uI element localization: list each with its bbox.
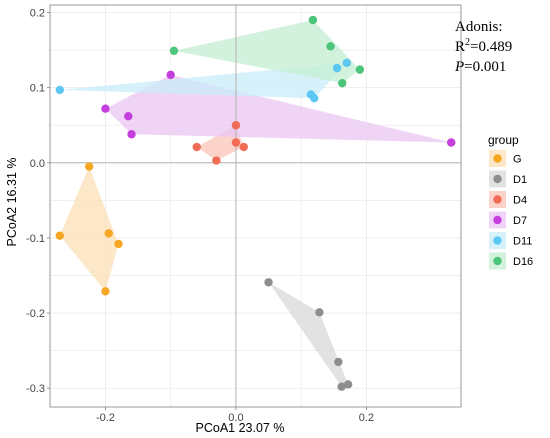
point-d4 [231,121,241,130]
point-g [55,231,64,240]
legend-entry-g: G [489,150,522,167]
point-g [104,229,113,238]
point-d4 [231,138,241,147]
legend-label-d16: D16 [513,256,533,268]
point-d4 [212,156,221,165]
y-tick-label: -0.1 [26,233,45,245]
point-d11 [310,93,319,103]
y-axis-title: PCoA2 16.31 % [5,158,19,247]
legend-entry-d7: D7 [489,211,527,229]
data-points [55,15,456,391]
point-d1 [337,382,346,391]
point-d16 [308,15,318,25]
x-tick-label: 0.0 [228,412,243,424]
legend-label-d7: D7 [513,215,527,227]
x-tick-label: 0.2 [359,412,374,424]
reference-lines [50,5,461,407]
point-d7 [447,138,456,147]
legend-marker-d11 [493,236,502,245]
axis-ticks: -0.2 0.0 0.2 -0.3 -0.2 -0.1 0.0 0.1 0.2 [26,8,374,424]
x-tick-label: -0.2 [96,412,115,424]
point-d1 [334,357,343,367]
legend-entry-d4: D4 [489,191,527,208]
point-d16 [326,42,335,51]
y-tick-label: 0.2 [30,8,45,20]
hull-g [59,166,119,292]
point-d11 [332,63,342,73]
legend-entry-d1: D1 [489,170,527,188]
y-tick-label: 0.0 [30,158,45,170]
y-tick-label: -0.3 [26,383,45,395]
legend-label-d11: D11 [513,236,532,248]
point-d16 [338,78,347,88]
hull-d11 [59,62,347,99]
legend-label-d4: D4 [513,195,527,207]
point-d7 [124,112,133,121]
x-axis-title: PCoA1 23.07 % [196,421,285,435]
adonis-annotation: Adonis: R2=0.489 P=0.001 [454,19,512,75]
point-d4 [192,142,201,152]
point-g [84,162,94,171]
plot-panel-border [49,4,462,408]
point-d7 [166,70,175,80]
legend-title: group [488,133,519,147]
hull-d1 [268,282,349,387]
legend-entry-d11: D11 [489,232,532,249]
point-d7 [127,130,136,139]
legend-entry-d16: D16 [489,252,533,270]
legend-label-g: G [513,154,522,166]
legend: group G D1 D4 D7 D11 D16 [488,133,533,270]
legend-marker-d16 [493,256,502,266]
point-d1 [315,308,324,317]
point-d11 [342,58,352,68]
hull-d16 [173,20,360,84]
y-tick-label: 0.1 [30,83,45,95]
legend-entries: G D1 D4 D7 D11 D16 [489,150,533,270]
adonis-r2: R2=0.489 [455,37,512,55]
legend-marker-d7 [493,215,502,225]
point-d16 [355,65,365,74]
legend-marker-d1 [493,174,502,184]
legend-label-d1: D1 [513,174,527,186]
point-d16 [169,46,179,56]
point-d4 [239,142,248,152]
legend-marker-g [493,154,502,163]
point-d1 [264,278,273,287]
point-d11 [55,85,64,95]
legend-marker-d4 [493,195,502,204]
group-hulls [59,20,452,387]
point-d1 [343,380,353,389]
adonis-label: Adonis: [455,19,503,35]
point-g [114,239,123,249]
y-tick-label: -0.2 [26,308,45,320]
point-g [101,287,110,296]
adonis-p-value: P=0.001 [454,59,506,75]
point-d7 [101,104,110,113]
